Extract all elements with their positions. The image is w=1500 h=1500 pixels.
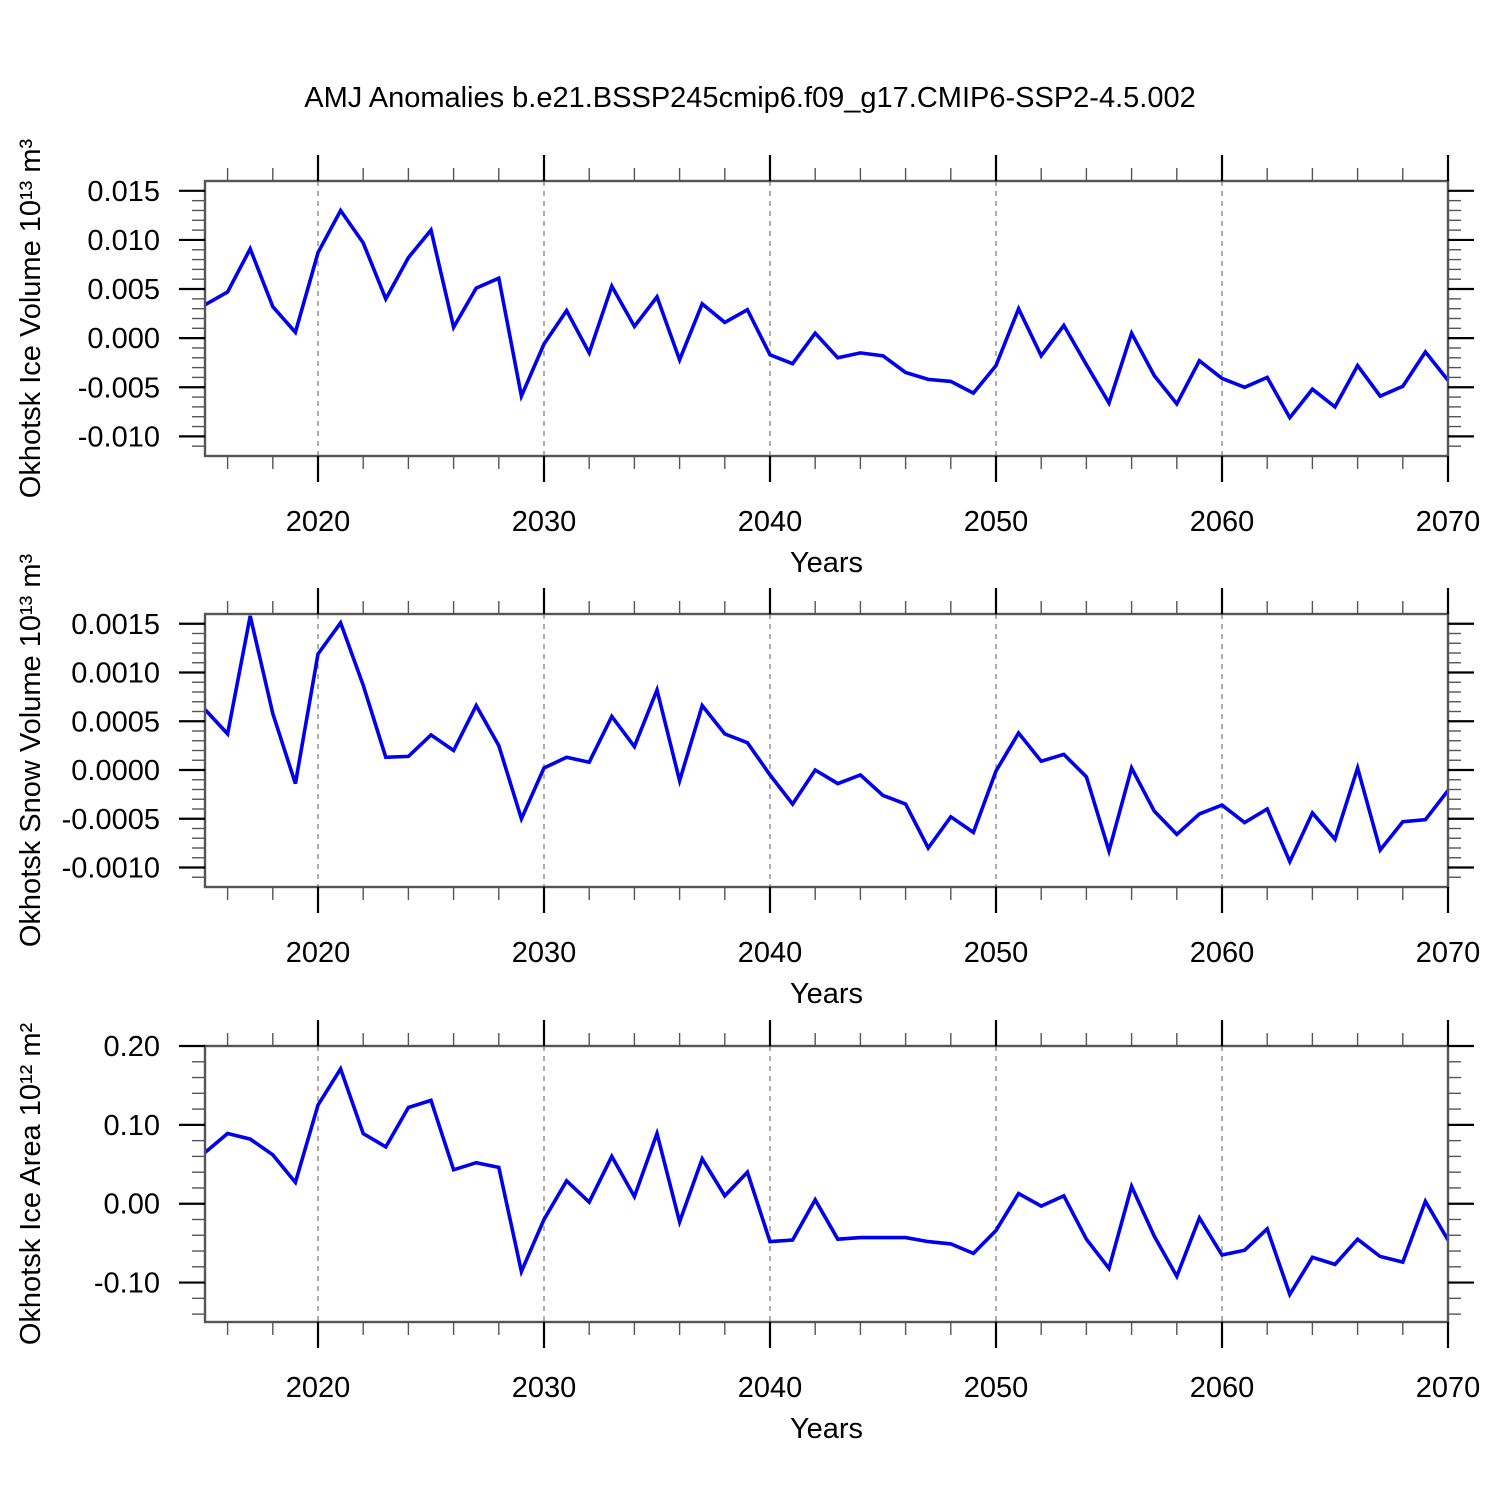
snow-volume-xaxis-title: Years <box>790 978 863 1010</box>
panel-snow-volume: 2020 2030 2040 2050 2060 2070 0.0015 0.0010 0.00… <box>15 554 1480 1010</box>
x-tick-label: 2070 <box>1416 937 1481 969</box>
x-tick-label: 2030 <box>512 937 577 969</box>
snow-volume-frame <box>203 612 1450 889</box>
x-tick-label: 2070 <box>1416 1372 1481 1404</box>
y-tick-label: -0.005 <box>78 372 160 404</box>
ice-volume-xaxis-title: Years <box>790 547 863 579</box>
y-tick-label: 0.10 <box>104 1110 160 1142</box>
x-tick-label: 2020 <box>286 1372 351 1404</box>
y-tick-label: 0.000 <box>87 323 160 355</box>
ice-volume-yaxis-title: Okhotsk Ice Volume 10¹³ m³ <box>15 138 47 498</box>
y-tick-label: -0.0005 <box>62 804 160 836</box>
y-tick-label: -0.10 <box>94 1268 160 1300</box>
snow-volume-yaxis-title: Okhotsk Snow Volume 10¹³ m³ <box>15 554 47 948</box>
x-tick-label: 2050 <box>964 1372 1029 1404</box>
x-tick-label: 2030 <box>512 1372 577 1404</box>
y-tick-label: 0.0010 <box>71 658 160 690</box>
y-tick-label: 0.00 <box>104 1189 160 1221</box>
ice-area-yaxis-title: Okhotsk Ice Area 10¹² m² <box>15 1022 47 1345</box>
panel-ice-volume: 2020 2030 2040 2050 2060 2070 0.015 0.010 0.005 0… <box>15 138 1480 579</box>
x-tick-label: 2060 <box>1190 1372 1255 1404</box>
x-tick-label: 2060 <box>1190 506 1255 538</box>
y-tick-label: 0.015 <box>87 176 160 208</box>
x-tick-label: 2070 <box>1416 506 1481 538</box>
y-tick-label: 0.20 <box>104 1031 160 1063</box>
x-tick-label: 2020 <box>286 506 351 538</box>
x-tick-label: 2040 <box>738 1372 803 1404</box>
y-tick-label: 0.0005 <box>71 706 160 738</box>
ice-area-xaxis-title: Years <box>790 1413 863 1445</box>
ice-volume-series-line <box>204 207 1450 421</box>
ice-volume-frame <box>203 179 1450 458</box>
y-tick-label: 0.005 <box>87 274 160 306</box>
chart-title: AMJ Anomalies b.e21.BSSP245cmip6.f09_g17… <box>304 82 1196 114</box>
snow-volume-series-line <box>203 615 1450 867</box>
x-tick-label: 2050 <box>964 937 1029 969</box>
x-tick-label: 2060 <box>1190 937 1255 969</box>
ice-area-series-line <box>203 1064 1450 1299</box>
y-tick-label: -0.0010 <box>62 853 160 885</box>
x-tick-label: 2030 <box>512 506 577 538</box>
x-tick-label: 2020 <box>286 937 351 969</box>
ice-area-frame <box>203 1044 1450 1324</box>
x-tick-label: 2050 <box>964 506 1029 538</box>
y-tick-label: 0.0000 <box>71 755 160 787</box>
panel-ice-area: 2020 2030 2040 2050 2060 2070 0.20 0.10 0.00 -0.1… <box>15 1020 1480 1445</box>
x-tick-label: 2040 <box>738 937 803 969</box>
y-tick-label: -0.010 <box>78 421 160 453</box>
x-tick-label: 2040 <box>738 506 803 538</box>
y-tick-label: 0.010 <box>87 225 160 257</box>
y-tick-label: 0.0015 <box>71 609 160 641</box>
